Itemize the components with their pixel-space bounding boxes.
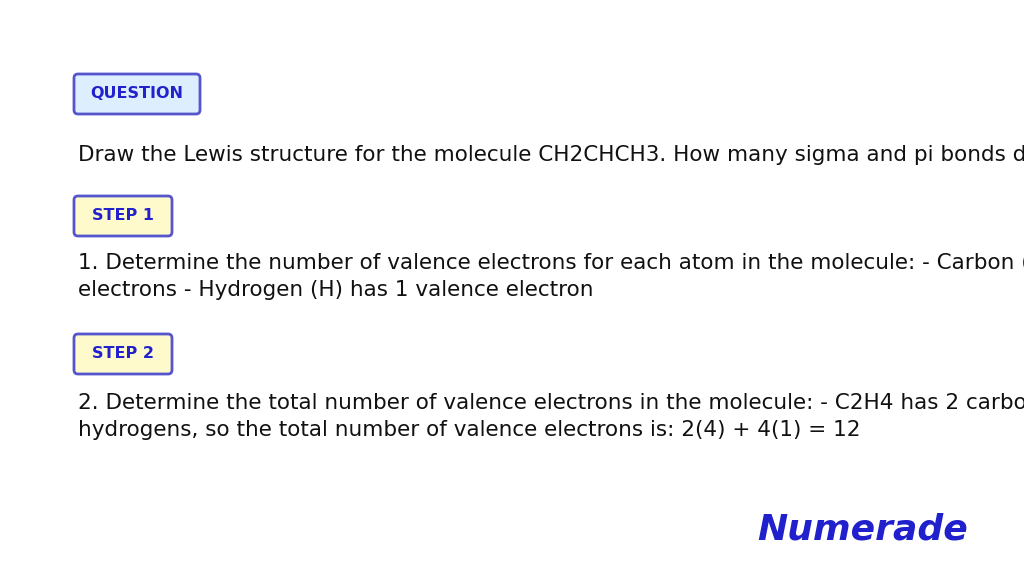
Text: electrons - Hydrogen (H) has 1 valence electron: electrons - Hydrogen (H) has 1 valence e… — [78, 280, 594, 300]
Text: QUESTION: QUESTION — [90, 86, 183, 101]
Text: hydrogens, so the total number of valence electrons is: 2(4) + 4(1) = 12: hydrogens, so the total number of valenc… — [78, 420, 860, 440]
FancyBboxPatch shape — [74, 334, 172, 374]
Text: Draw the Lewis structure for the molecule CH2CHCH3. How many sigma and pi bonds : Draw the Lewis structure for the molecul… — [78, 145, 1024, 165]
FancyBboxPatch shape — [74, 196, 172, 236]
Text: STEP 2: STEP 2 — [92, 347, 154, 362]
Text: STEP 1: STEP 1 — [92, 209, 154, 223]
FancyBboxPatch shape — [74, 74, 200, 114]
Text: Numerade: Numerade — [758, 512, 968, 546]
Text: 2. Determine the total number of valence electrons in the molecule: - C2H4 has 2: 2. Determine the total number of valence… — [78, 393, 1024, 413]
Text: 1. Determine the number of valence electrons for each atom in the molecule: - Ca: 1. Determine the number of valence elect… — [78, 253, 1024, 273]
